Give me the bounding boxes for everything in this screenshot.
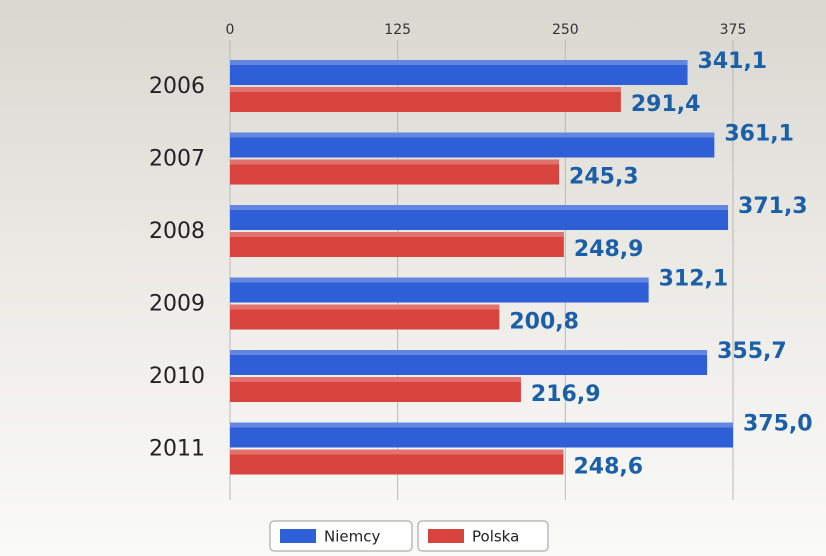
x-tick-label: 125 [384,22,411,38]
value-label: 341,1 [698,49,768,74]
bar-highlight [230,450,563,455]
legend-label: Niemcy [324,528,380,546]
legend-label: Polska [472,528,519,546]
legend-swatch [428,529,464,543]
value-label: 371,3 [738,194,808,219]
y-tick-label: 2010 [149,364,205,389]
y-tick-label: 2006 [149,74,205,99]
x-tick-label: 0 [226,22,235,38]
value-label: 248,9 [574,237,644,262]
bar-highlight [230,160,559,165]
bar-highlight [230,60,688,65]
bar-highlight [230,305,499,310]
chart: 0 125 250 375 2006 341,1 291,4 2007 361,1 245,3 20… [0,0,826,556]
value-label: 216,9 [531,382,601,407]
legend-item: Polska [418,521,548,551]
bar-highlight [230,232,564,237]
value-label: 200,8 [509,310,579,335]
value-label: 245,3 [569,165,639,190]
value-label: 291,4 [631,92,701,117]
bar-highlight [230,87,621,92]
y-tick-label: 2011 [149,437,205,462]
y-tick-label: 2007 [149,147,205,172]
bar-highlight [230,133,714,138]
x-tick-label: 375 [720,22,747,38]
value-label: 361,1 [724,122,794,147]
bar-highlight [230,205,728,210]
bar-highlight [230,377,521,382]
bar-highlight [230,423,733,428]
x-tick-label: 250 [552,22,579,38]
y-tick-label: 2008 [149,219,205,244]
legend-item: Niemcy [270,521,412,551]
bar-highlight [230,278,649,283]
value-label: 355,7 [717,339,787,364]
y-tick-label: 2009 [149,292,205,317]
value-label: 312,1 [659,267,729,292]
value-label: 375,0 [743,412,813,437]
value-label: 248,6 [573,455,643,480]
legend-swatch [280,529,316,543]
bar-highlight [230,350,707,355]
